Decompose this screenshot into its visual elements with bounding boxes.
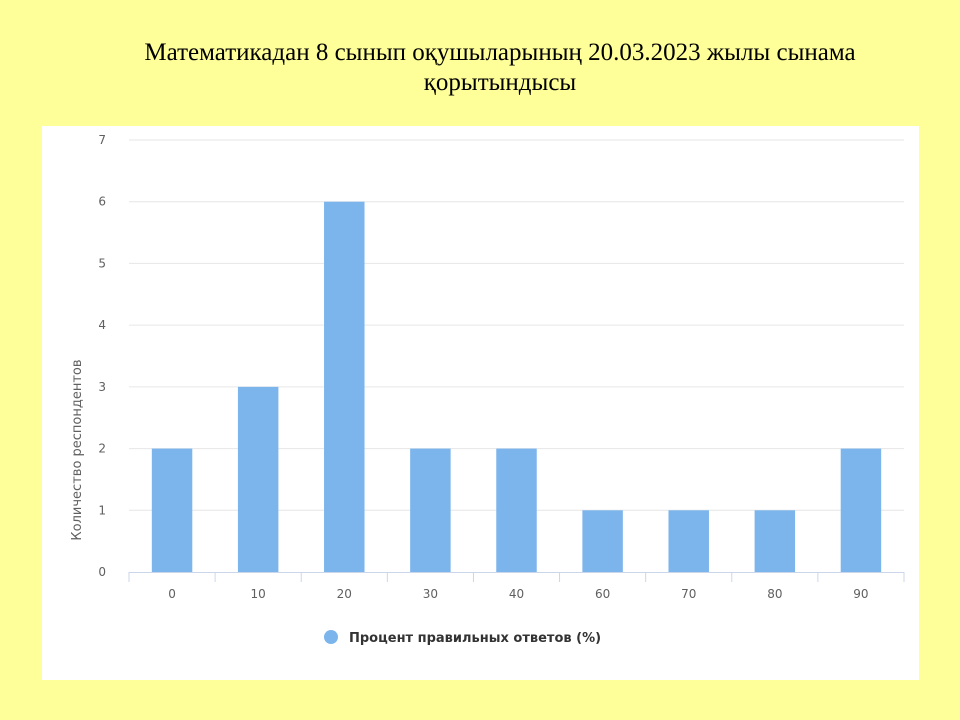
x-tick-label: 40: [509, 587, 524, 601]
x-tick-label: 70: [681, 587, 696, 601]
bar-60[interactable]: [582, 510, 623, 572]
x-tick-label: 80: [767, 587, 782, 601]
bar-10[interactable]: [237, 386, 279, 572]
y-tick-label: 2: [98, 442, 106, 456]
slide-title-line-2: қорытындысы: [423, 69, 577, 96]
legend-marker: [324, 630, 338, 644]
bars: [151, 201, 882, 572]
slide-title-line-1: Математикадан 8 сынып оқушыларының 20.03…: [144, 39, 856, 66]
bar-30[interactable]: [410, 448, 451, 572]
legend-label[interactable]: Процент правильных ответов (%): [349, 631, 601, 646]
y-tick-label: 7: [98, 133, 106, 147]
bar-40[interactable]: [496, 448, 537, 572]
y-axis-ticks: 0 1 2 3 4 5 6 7: [98, 133, 106, 579]
x-tick-label: 90: [853, 587, 868, 601]
legend[interactable]: Процент правильных ответов (%): [324, 630, 601, 646]
x-tick-label: 20: [337, 587, 352, 601]
y-tick-label: 3: [98, 380, 106, 394]
y-tick-label: 6: [98, 195, 106, 209]
bar-chart: 0 10 20 30 40 60 70 80 90 0 1 2 3 4 5 6 7 Количество ре…: [70, 133, 905, 646]
y-tick-label: 0: [98, 565, 106, 579]
y-tick-label: 5: [98, 256, 106, 270]
slide-title: Математикадан 8 сынып оқушыларының 20.03…: [60, 38, 940, 98]
bar-0[interactable]: [151, 448, 193, 572]
x-tick-label: 60: [595, 587, 610, 601]
bar-80[interactable]: [754, 510, 796, 572]
chart-panel: 0 10 20 30 40 60 70 80 90 0 1 2 3 4 5 6 7 Количество ре…: [42, 126, 919, 680]
bar-20[interactable]: [324, 201, 365, 572]
y-tick-label: 4: [98, 318, 106, 332]
bar-90[interactable]: [840, 448, 882, 572]
y-tick-label: 1: [98, 503, 106, 517]
x-axis: 0 10 20 30 40 60 70 80 90: [128, 572, 905, 601]
y-axis-title: Количество респондентов: [70, 359, 85, 540]
x-tick-label: 30: [423, 587, 438, 601]
x-tick-label: 0: [168, 587, 176, 601]
x-tick-label: 10: [251, 587, 266, 601]
bar-70[interactable]: [668, 510, 709, 572]
